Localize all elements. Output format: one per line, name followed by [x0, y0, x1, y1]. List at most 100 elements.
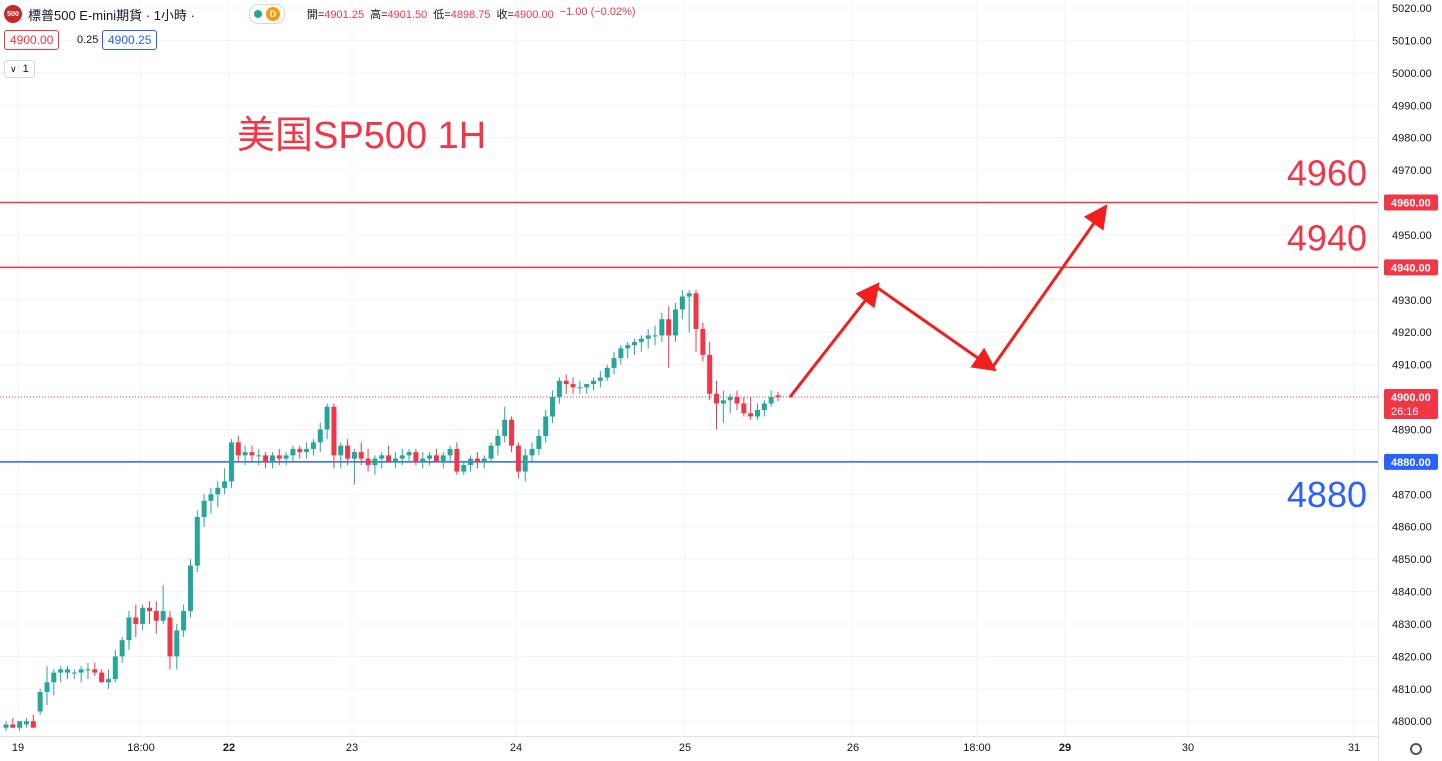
time-tick-label: 31 [1348, 742, 1360, 754]
time-tick-label: 22 [223, 742, 235, 754]
candle-body [153, 610, 159, 621]
projection-arrow [990, 204, 1108, 369]
candle [686, 290, 692, 333]
candle-body [345, 445, 351, 459]
candle [345, 439, 351, 466]
candle-body [447, 448, 453, 456]
candle-body [406, 452, 412, 456]
candle [51, 669, 57, 696]
candle [249, 445, 255, 462]
candle [58, 666, 64, 683]
price-tick-label: 4800.00 [1392, 716, 1432, 728]
candle [290, 445, 296, 462]
candle-body [775, 395, 781, 398]
candle [228, 439, 234, 488]
candle-body [755, 409, 761, 417]
price-axis[interactable]: 5020.00 5010.00 5000.00 4990.00 4980.00 4970.… [1378, 0, 1439, 761]
price-tick-label: 4950.00 [1392, 230, 1432, 242]
price-tick-label: 5020.00 [1392, 3, 1432, 15]
price-tick-label: 4930.00 [1392, 295, 1432, 307]
sell-button[interactable]: 4900.00 [4, 30, 60, 50]
level-axis-tag: 4960.00 [1384, 194, 1438, 211]
candle-body [529, 448, 535, 456]
indicator-toggle[interactable]: ∨ 1 [4, 60, 35, 78]
candle [222, 468, 228, 495]
candle [755, 403, 761, 420]
candle [112, 649, 118, 683]
candle-body [625, 345, 631, 349]
candle [611, 351, 617, 375]
ohlc-low: 低=4898.75 [433, 9, 491, 21]
candle [37, 688, 43, 715]
candle [638, 335, 644, 352]
candle-body [92, 669, 98, 673]
price-tick-label: 4850.00 [1392, 554, 1432, 566]
candle [618, 345, 624, 365]
candle-body [632, 341, 638, 346]
candle [488, 442, 494, 462]
candle [468, 455, 474, 472]
price-tick-label: 4840.00 [1392, 587, 1432, 599]
candle-body [140, 607, 146, 624]
candle-body [413, 452, 419, 462]
candle-body [502, 419, 508, 436]
candle-body [604, 367, 610, 378]
candle [645, 328, 651, 349]
candle-body [160, 610, 166, 621]
candle-body [768, 397, 774, 404]
candle-body [126, 617, 132, 641]
candle-body [331, 406, 337, 456]
candle [509, 416, 515, 453]
candle [563, 374, 569, 394]
candle-body [105, 679, 111, 683]
candle [269, 452, 275, 469]
candle-body [23, 721, 29, 725]
candle [604, 364, 610, 381]
ohlc-high: 高=4901.50 [370, 9, 428, 21]
candle-body [194, 516, 200, 566]
candle [461, 461, 467, 475]
candle-body [263, 455, 269, 462]
level-axis-tag-bg [1384, 259, 1438, 276]
candle [310, 439, 316, 456]
projection-arrow [788, 282, 880, 398]
candle-body [112, 656, 118, 680]
candle [720, 390, 726, 423]
candle-body [181, 610, 187, 631]
level-label-4960: 4960 [1287, 153, 1367, 194]
candle [317, 422, 323, 453]
candle-body [201, 500, 207, 517]
ohlc-change: −1.00 (−0.02%) [559, 6, 636, 18]
projection-arrows[interactable] [788, 204, 1108, 398]
price-tick-label: 4910.00 [1392, 360, 1432, 372]
candle [351, 448, 357, 485]
candle-body [645, 335, 651, 339]
candle-body [310, 442, 316, 449]
price-tick-label: 4830.00 [1392, 619, 1432, 631]
time-tick-label: 30 [1182, 742, 1194, 754]
buy-button[interactable]: 4900.25 [102, 30, 158, 50]
price-tick-label: 4820.00 [1392, 651, 1432, 663]
candle-body [167, 617, 173, 657]
candle-body [365, 458, 371, 466]
candle-body [174, 630, 180, 657]
status-pill[interactable]: D [248, 4, 285, 24]
candle-body [228, 442, 234, 482]
time-tick-label: 23 [346, 742, 358, 754]
level-label-4940: 4940 [1287, 217, 1367, 258]
symbol-logo: 500 [4, 5, 22, 23]
candle-body [679, 296, 685, 310]
time-axis[interactable]: 19 18:00 22 23 24 25 26 18:00 29 30 31 [0, 736, 1378, 755]
candle [454, 442, 460, 475]
candle [666, 306, 672, 368]
gear-icon[interactable] [1410, 743, 1422, 755]
price-tick-label: 4980.00 [1392, 133, 1432, 145]
candle-body [146, 607, 152, 611]
candle [71, 669, 77, 680]
symbol-title[interactable]: 標普500 E-mini期貨 · 1小時 · [28, 7, 195, 23]
candle-body [686, 293, 692, 297]
candle-body [208, 494, 214, 501]
candle [92, 662, 98, 676]
candle [550, 390, 556, 423]
